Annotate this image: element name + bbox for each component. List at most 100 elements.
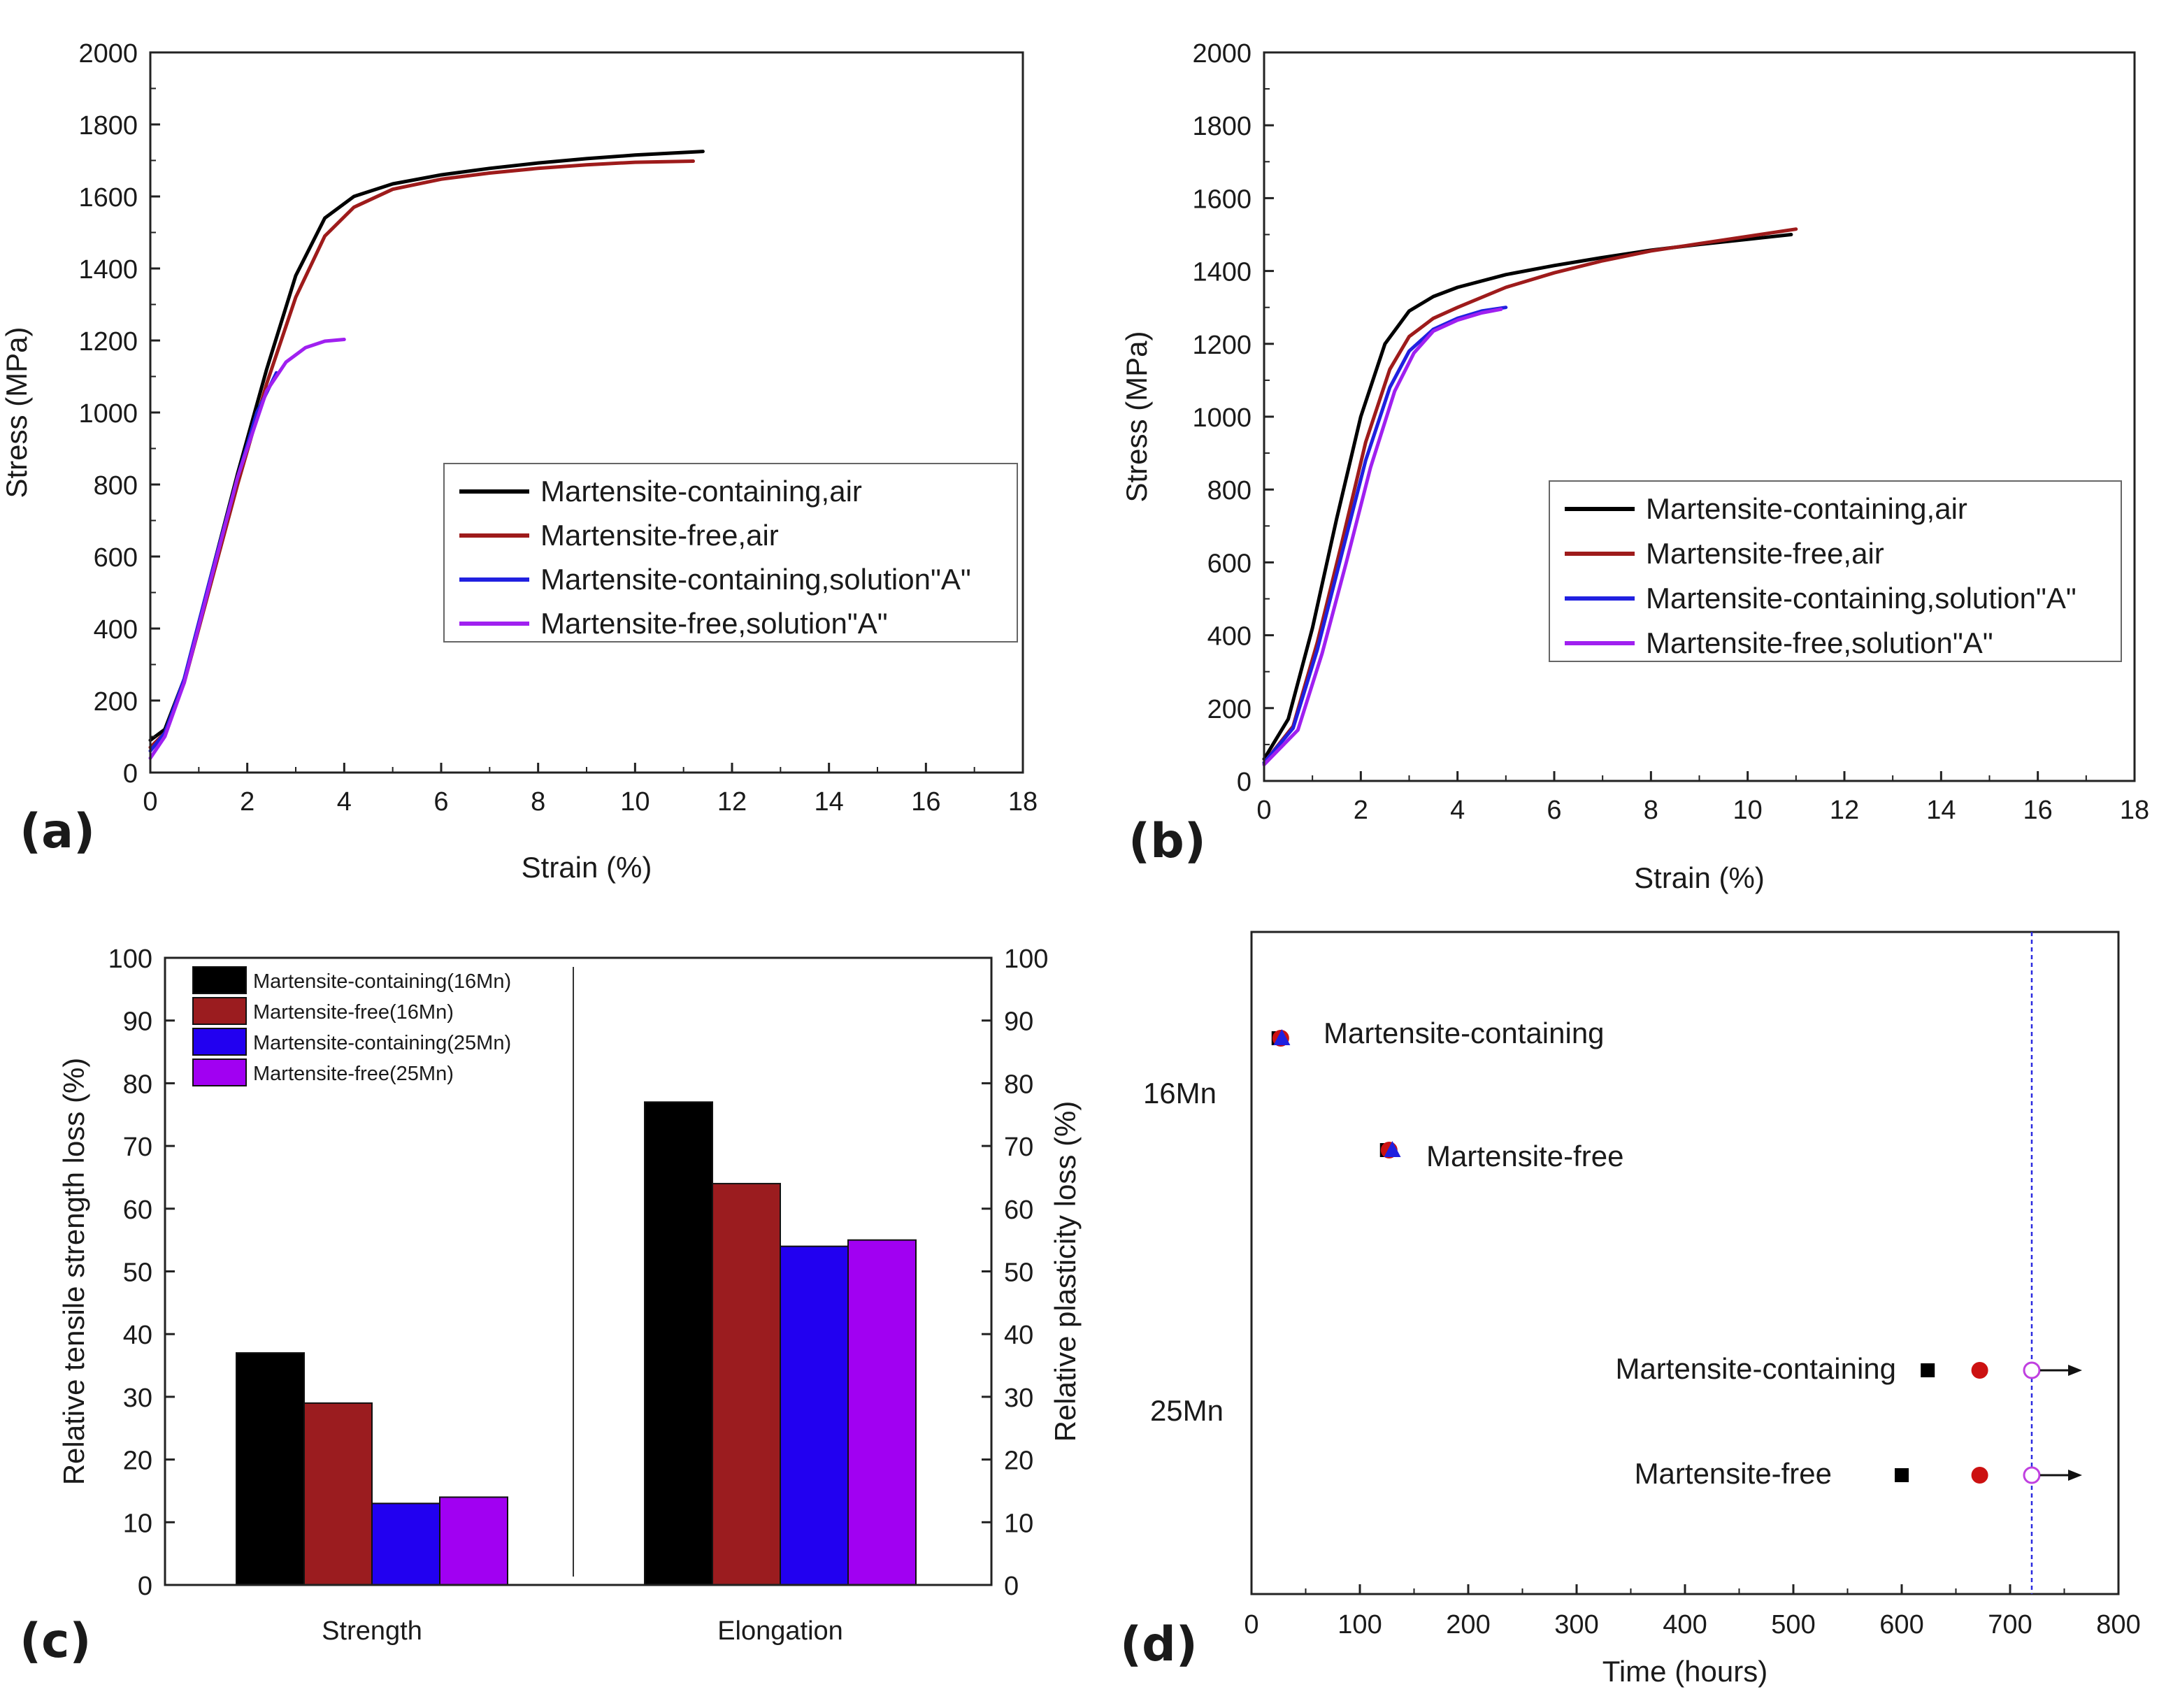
y-tick-label: 400 — [1207, 622, 1251, 652]
legend-label: Martensite-containing,solution"A" — [1646, 582, 2077, 615]
y-tick-label-right: 40 — [1004, 1321, 1033, 1350]
x-tick-label: 14 — [1926, 796, 1956, 825]
y-tick-label-left: 90 — [123, 1007, 152, 1037]
y-tick-label: 400 — [94, 615, 138, 645]
y-tick-label: 2000 — [1192, 39, 1251, 69]
bar-strength-1 — [303, 1402, 373, 1586]
y-tick-label: 600 — [1207, 549, 1251, 578]
annotation-label: Martensite-containing — [1324, 1017, 1605, 1049]
y-tick-label-left: 80 — [123, 1070, 152, 1099]
y-tick-label-right: 90 — [1004, 1007, 1033, 1037]
series-line-b-3 — [1262, 307, 1503, 767]
y-tick-label: 1400 — [1192, 258, 1251, 287]
point-open-circle — [2023, 1466, 2041, 1484]
legend-label: Martensite-containing,air — [540, 475, 862, 508]
series-line-a-3 — [148, 338, 346, 760]
y-tick-label: 1600 — [1192, 185, 1251, 214]
legend-label: Martensite-free(16Mn) — [253, 1001, 454, 1024]
y-tick-label-left: 0 — [138, 1572, 152, 1601]
point-square — [1895, 1468, 1909, 1482]
legend-swatch — [192, 966, 247, 994]
x-tick-label: 10 — [620, 787, 650, 817]
legend-swatch — [192, 997, 247, 1025]
legend-label: Martensite-free,air — [540, 519, 779, 552]
legend-label: Martensite-containing(16Mn) — [253, 970, 511, 993]
x-tick-label: 16 — [911, 787, 940, 817]
y-tick-label-right: 0 — [1004, 1572, 1019, 1601]
category-label: Strength — [322, 1616, 422, 1646]
legend-c: Martensite-containing(16Mn) Martensite-fr… — [192, 966, 511, 1086]
y-axis-label: Stress (MPa) — [0, 326, 33, 498]
y-tick-label: 1200 — [1192, 331, 1251, 360]
x-tick-label: 16 — [2023, 796, 2053, 825]
x-tick-label: 6 — [1547, 796, 1561, 825]
x-tick-label: 10 — [1733, 796, 1763, 825]
x-tick-label: 600 — [1879, 1610, 1923, 1639]
y-tick-label-right: 70 — [1004, 1133, 1033, 1162]
point-open-circle — [2023, 1361, 2041, 1379]
y-tick-label: 200 — [94, 687, 138, 717]
x-tick-label: 12 — [1830, 796, 1859, 825]
legend-label: Martensite-free,air — [1646, 537, 1884, 570]
x-tick-label: 14 — [815, 787, 844, 817]
chart-a: 0 2 4 6 8 10 12 14 16 18 0 200 400 600 800 1000 1200 1400… — [0, 39, 1038, 884]
legend-label: Martensite-containing,solution"A" — [540, 563, 971, 596]
legend-a: Martensite-containing,air Martensite-free… — [443, 463, 1018, 643]
x-tick-label: 500 — [1771, 1610, 1815, 1639]
legend-swatch — [192, 1028, 247, 1056]
bar-strength-0 — [236, 1352, 305, 1586]
point-triangle — [1273, 1029, 1291, 1045]
legend-b: Martensite-containing,air Martensite-free… — [1549, 480, 2122, 662]
y-tick-label-right: 60 — [1004, 1196, 1033, 1225]
panel-label-c: (c) — [20, 1614, 91, 1669]
annotation-label: Martensite-free — [1426, 1140, 1623, 1172]
bar-elongation-2 — [780, 1245, 849, 1586]
x-tick-label: 2 — [1354, 796, 1368, 825]
category-label: Elongation — [717, 1616, 843, 1646]
x-tick-label: 800 — [2096, 1610, 2140, 1639]
y-tick-label-left: 40 — [123, 1321, 152, 1350]
y-tick-label: 800 — [94, 471, 138, 501]
y-axis-label-left: Relative tensile strength loss (%) — [57, 1058, 90, 1486]
chart-b: 0 2 4 6 8 10 12 14 16 18 0 200 400 600 800 1000 1200 1400… — [1120, 39, 2149, 894]
x-tick-label: 400 — [1663, 1610, 1707, 1639]
bar-strength-3 — [439, 1496, 508, 1586]
y-tick-label-left: 30 — [123, 1384, 152, 1413]
arrow-head — [2068, 1470, 2082, 1481]
y-tick-label-left: 20 — [123, 1447, 152, 1476]
arrow-head — [2068, 1365, 2082, 1376]
x-tick-label: 4 — [1450, 796, 1465, 825]
y-group-label-16mn: 16Mn — [1143, 1077, 1217, 1110]
y-tick-label: 1800 — [1192, 112, 1251, 141]
bar-elongation-1 — [712, 1182, 781, 1586]
x-tick-label: 0 — [1256, 796, 1271, 825]
legend-label: Martensite-containing,air — [1646, 492, 1967, 525]
bar-strength-2 — [371, 1502, 440, 1586]
y-tick-label-right: 50 — [1004, 1258, 1033, 1288]
point-circle — [1971, 1362, 1988, 1379]
legend-swatch — [192, 1058, 247, 1086]
y-tick-label: 1200 — [78, 327, 138, 357]
y-tick-label: 1800 — [78, 111, 138, 141]
legend-label: Martensite-free,solution"A" — [1646, 626, 1993, 659]
x-tick-label: 0 — [143, 787, 157, 817]
x-axis-label: Strain (%) — [1634, 861, 1765, 894]
point-triangle — [1384, 1141, 1401, 1157]
x-tick-label: 18 — [1008, 787, 1038, 817]
y-group-label-25mn: 25Mn — [1150, 1394, 1224, 1427]
y-axis-label-right: Relative plasticity loss (%) — [1049, 1101, 1082, 1442]
y-tick-label-right: 80 — [1004, 1070, 1033, 1099]
chart-c: 0 0 10 10 20 20 30 30 40 40 50 50 60 60 70 70 80 80 90 90 10… — [20, 945, 1082, 1669]
y-tick-label-left: 10 — [123, 1509, 152, 1538]
y-tick-label-right: 20 — [1004, 1447, 1033, 1476]
panel-label-b: (b) — [1128, 814, 1206, 869]
y-tick-label: 200 — [1207, 695, 1251, 724]
y-tick-label-right: 30 — [1004, 1384, 1033, 1413]
panel-label-d: (d) — [1120, 1617, 1198, 1672]
annotation-label: Martensite-containing — [1615, 1352, 1896, 1385]
x-tick-label: 0 — [1244, 1610, 1258, 1639]
x-tick-label: 2 — [240, 787, 254, 817]
bar-elongation-0 — [644, 1101, 713, 1586]
x-tick-label: 4 — [337, 787, 352, 817]
